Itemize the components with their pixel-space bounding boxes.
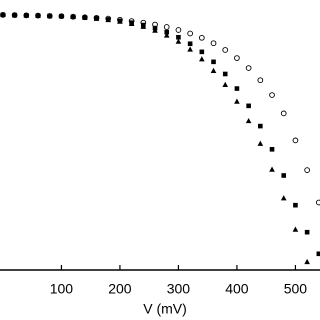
point [187,30,193,37]
x-tick-label: 400 [225,281,249,297]
x-tick-label: 300 [167,281,191,297]
point [245,117,252,124]
point [222,81,229,87]
point [280,110,287,117]
point [234,55,240,61]
x-tick-label: 500 [284,281,308,297]
point [304,229,310,235]
point [222,47,229,53]
point [246,103,251,109]
point [198,34,205,41]
point [210,67,217,73]
point [199,49,205,55]
point [234,86,240,91]
x-axis-label: V (mV) [143,301,187,317]
x-tick-label: 200 [108,281,132,297]
point [117,18,123,24]
point [23,12,30,18]
point [258,123,263,129]
point [280,195,287,201]
point [152,27,158,33]
point [292,137,299,144]
point [269,147,275,152]
point [304,258,310,265]
point [11,12,18,18]
point [269,92,275,98]
point [199,56,205,62]
point [70,13,76,19]
point [105,16,112,23]
point [222,71,228,77]
point [176,34,181,40]
point [292,226,299,232]
point [316,251,320,257]
point [82,14,88,20]
point [35,12,41,18]
point [163,32,170,38]
x-tick-label: 100 [50,281,74,297]
point [175,27,182,33]
point [304,167,310,173]
point [293,202,298,208]
point [0,11,6,18]
point [58,13,65,19]
point [211,59,216,65]
point [128,20,135,26]
point [245,65,252,71]
point [46,12,53,19]
point [234,98,240,104]
point [281,173,287,178]
point [210,40,217,47]
point [164,29,170,35]
point [187,41,193,47]
point [257,140,264,146]
point [269,166,275,172]
point [163,24,170,30]
point [175,38,182,44]
point [187,46,193,52]
point [315,199,320,206]
point [140,23,147,29]
point [257,77,264,84]
point [93,15,100,21]
